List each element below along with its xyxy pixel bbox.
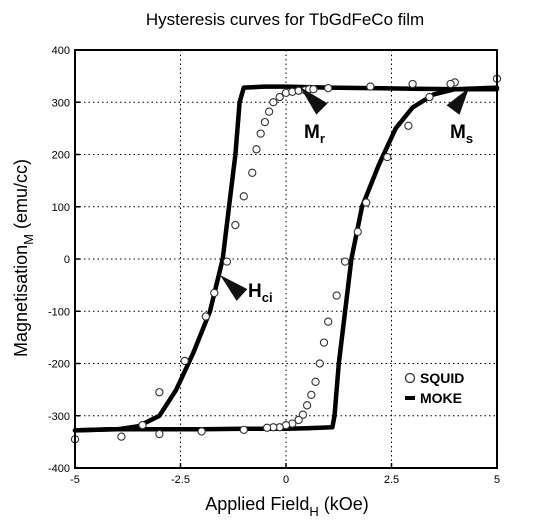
squid-point [197,427,206,436]
squid-point [446,79,455,89]
legend-moke-label: MOKE [420,390,462,406]
chart-title: Hysteresis curves for TbGdFeCo film [146,10,424,29]
x-tick-label: -5 [70,474,80,486]
ann-mr-arrow [300,87,328,115]
squid-point [353,227,362,236]
squid-point [404,121,413,130]
y-tick-label: 400 [52,45,70,57]
y-tick-label: -400 [48,463,70,475]
squid-point [239,192,248,201]
y-tick-label: 100 [52,202,70,214]
ann-mr-label: Mr [304,122,325,146]
x-tick-label: 2.5 [384,474,399,486]
x-tick-label: -2.5 [171,474,190,486]
squid-point [155,388,164,397]
squid-point [366,82,375,91]
squid-point [256,129,265,138]
squid-series [70,74,502,444]
squid-point [309,85,318,94]
y-ticks: -400 -300 -200 -100 0 100 200 300 400 [48,45,80,475]
ann-ms-label: Ms [450,122,473,146]
x-ticks: -5 -2.5 0 2.5 5 [70,463,500,486]
y-tick-label: 0 [64,254,70,266]
y-axis-label: MagnetisationM (emu/cc) [11,159,36,357]
squid-point [408,79,417,89]
squid-point [324,317,333,326]
squid-point [239,425,248,435]
squid-point [319,338,329,347]
squid-point [340,257,350,266]
squid-point [332,291,341,300]
y-tick-label: -300 [48,411,70,423]
squid-point [262,423,272,432]
squid-point [248,168,257,177]
squid-point [138,421,147,430]
legend-squid-marker [404,372,416,384]
squid-point [231,220,240,230]
x-axis-label: Applied FieldH (kOe) [205,494,368,519]
squid-point [260,117,270,127]
squid-point [298,410,308,419]
squid-point [302,401,312,410]
ann-ms-arrow [446,88,469,115]
x-tick-label: 0 [283,474,289,486]
ann-hci-label: Hci [248,281,273,305]
y-tick-label: 300 [52,97,70,109]
squid-point [307,390,316,399]
squid-point [311,377,320,386]
y-tick-label: 200 [52,150,70,162]
squid-point [294,415,303,425]
squid-point [269,98,278,107]
y-tick-label: -100 [48,306,70,318]
annotations: Mr Ms Hci [220,87,473,305]
legend: SQUID MOKE [404,370,464,406]
squid-point [275,92,284,102]
squid-point [264,107,274,116]
squid-point [362,198,371,207]
squid-point [155,429,164,439]
squid-point [117,432,126,441]
squid-point [252,145,261,154]
squid-point [180,356,189,366]
x-tick-label: 5 [494,474,500,486]
grid [75,50,497,468]
squid-point [222,257,232,266]
squid-point [315,359,324,368]
squid-point [425,92,434,102]
squid-point [210,288,219,298]
squid-point [201,312,210,321]
y-tick-label: -200 [48,359,70,371]
legend-squid-label: SQUID [420,370,464,386]
squid-point [324,83,333,93]
squid-point [383,152,392,162]
ann-hci-arrow [220,275,248,301]
